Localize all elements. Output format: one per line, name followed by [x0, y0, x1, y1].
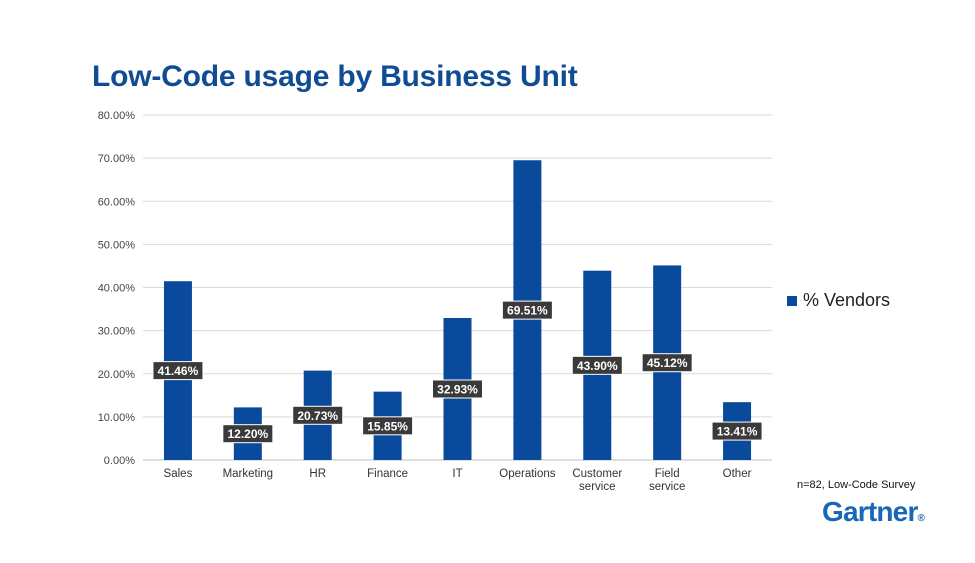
gartner-logo: Gartner®: [822, 496, 925, 528]
x-tick-label: service: [649, 481, 685, 493]
data-label: 45.12%: [647, 356, 688, 370]
y-tick-label: 20.00%: [98, 369, 136, 381]
chart-title: Low-Code usage by Business Unit: [92, 60, 578, 93]
y-tick-label: 30.00%: [98, 326, 136, 338]
legend-swatch: [787, 295, 797, 306]
x-tick-label: Marketing: [223, 468, 274, 480]
x-tick-label: Other: [723, 468, 752, 480]
x-tick-label: Sales: [164, 468, 193, 480]
data-label-box: [501, 300, 553, 320]
data-label-box: [641, 353, 693, 373]
data-label-box: [362, 416, 414, 436]
y-axis-ticks: 0.00% 10.00% 20.00% 30.00% 40.00% 50.00% 60.00…: [98, 110, 136, 467]
data-label: 32.93%: [437, 382, 478, 396]
data-label: 41.46%: [158, 364, 199, 378]
legend-label: % Vendors: [803, 290, 891, 310]
y-tick-label: 10.00%: [98, 412, 136, 424]
footnote: n=82, Low-Code Survey: [797, 479, 916, 491]
data-label-box: [152, 361, 204, 381]
data-label: 43.90%: [577, 359, 618, 373]
data-label: 69.51%: [507, 304, 548, 318]
data-label-box: [222, 424, 274, 444]
legend: % Vendors: [787, 290, 890, 311]
bars: [163, 160, 752, 460]
x-tick-label: IT: [452, 468, 462, 480]
data-label: 13.41%: [717, 425, 758, 439]
y-tick-label: 0.00%: [104, 455, 135, 467]
x-tick-label: Customer: [572, 468, 622, 480]
x-tick-label: Finance: [367, 468, 408, 480]
data-label: 20.73%: [297, 409, 338, 423]
x-tick-label: Field: [655, 468, 680, 480]
data-label: 15.85%: [367, 419, 408, 433]
data-label: 12.20%: [227, 427, 268, 441]
x-tick-label: service: [579, 481, 615, 493]
data-label-box: [571, 355, 623, 375]
x-tick-label: Operations: [499, 468, 556, 480]
x-tick-label: HR: [309, 468, 326, 480]
y-tick-label: 60.00%: [98, 196, 136, 208]
y-tick-label: 50.00%: [98, 239, 136, 251]
logo-mark: ®: [917, 513, 925, 524]
data-label-box: [711, 421, 763, 441]
data-labels: 41.46% 12.20% 20.73% 15.85% 32.93% 69.51% 43.9…: [152, 300, 763, 444]
x-axis-ticks: Sales Marketing HR Finance IT Operations Custo…: [164, 468, 752, 493]
y-tick-label: 80.00%: [98, 110, 136, 122]
data-label-box: [432, 379, 483, 399]
data-label-box: [292, 405, 344, 425]
y-tick-label: 70.00%: [98, 153, 136, 165]
y-tick-label: 40.00%: [98, 283, 136, 295]
logo-text: Gartner: [822, 496, 918, 527]
